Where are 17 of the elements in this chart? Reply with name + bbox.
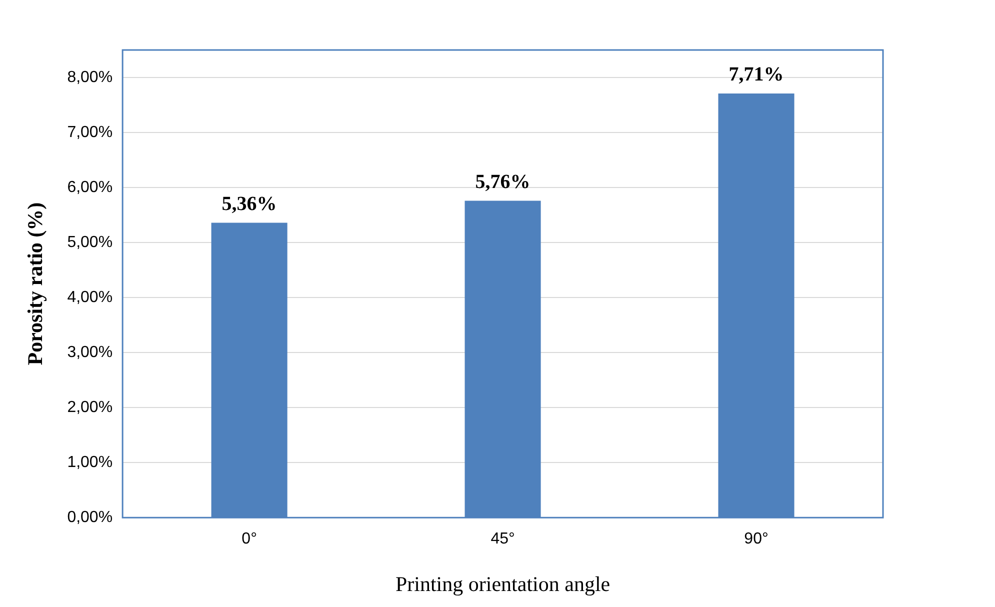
data-label: 7,71% [728, 64, 784, 86]
y-tick-label: 8,00% [67, 68, 113, 86]
x-tick-label: 0° [242, 530, 257, 548]
x-axis-title: Printing orientation angle [395, 572, 610, 596]
y-tick-label: 2,00% [67, 398, 113, 416]
x-tick-label: 90° [744, 530, 768, 548]
y-tick-label: 0,00% [67, 509, 113, 526]
y-tick-label: 7,00% [67, 124, 113, 141]
y-tick-label: 6,00% [67, 178, 113, 196]
y-tick-label: 1,00% [67, 454, 113, 471]
data-label: 5,76% [475, 170, 530, 193]
y-axis-title: Porosity ratio (%) [23, 202, 48, 366]
y-tick-label: 4,00% [67, 288, 113, 306]
data-label: 5,36% [222, 192, 277, 215]
y-tick-label: 3,00% [67, 344, 113, 361]
y-tick-label: 5,00% [67, 234, 113, 251]
x-tick-label: 45° [490, 530, 515, 548]
